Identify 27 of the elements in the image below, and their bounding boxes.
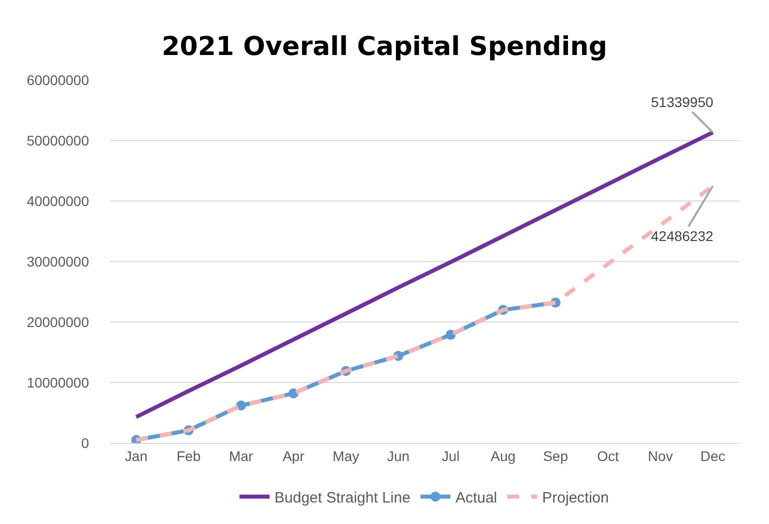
x-tick-label: Mar (228, 448, 254, 464)
legend-label: Projection (542, 490, 609, 506)
annotation: 42486232 (651, 228, 714, 244)
y-tick-label: 50000000 (26, 132, 90, 148)
x-tick-label: Jan (124, 448, 148, 464)
line-series (134, 130, 715, 419)
x-tick-label: Feb (176, 448, 201, 464)
x-tick-label: May (332, 448, 360, 464)
y-tick-label: 30000000 (26, 253, 90, 270)
x-tick-label: Jun (387, 448, 410, 464)
x-tick-label: Aug (490, 448, 516, 464)
y-tick-label: 20000000 (26, 314, 90, 330)
legend-label: Budget Straight Line (274, 490, 410, 506)
y-tick-label: 60000000 (26, 72, 90, 88)
x-tick-label: Sep (543, 448, 568, 464)
legend-label: Actual (455, 490, 498, 506)
x-tick-label: Nov (648, 448, 673, 464)
x-tick-label: Jul (442, 448, 460, 464)
x-tick-label: Apr (282, 448, 305, 464)
y-tick-label: 40000000 (26, 192, 90, 209)
y-tick-label: 0 (81, 434, 90, 451)
y-tick-label: 10000000 (26, 374, 90, 390)
chart-title: 2021 Overall Capital Spending (162, 32, 608, 62)
annotation: 51339950 (651, 94, 714, 110)
x-tick-label: Oct (597, 448, 619, 464)
x-tick-label: Dec (700, 448, 726, 464)
point (236, 400, 246, 410)
